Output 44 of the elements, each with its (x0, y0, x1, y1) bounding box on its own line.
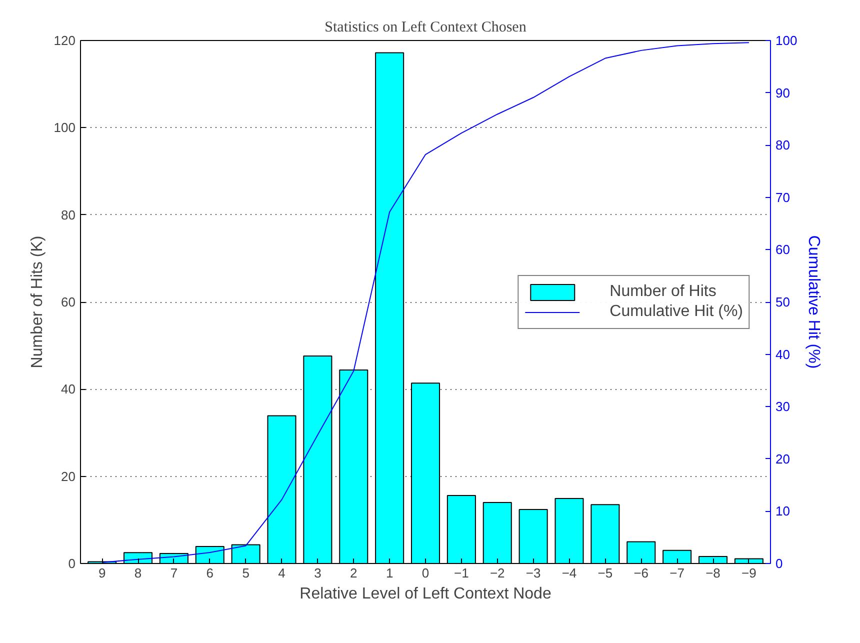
y2-tick-label: 10 (776, 504, 790, 519)
y-tick-label: 20 (61, 468, 76, 484)
x-tick-label: 7 (170, 566, 178, 580)
line-series (102, 42, 750, 563)
x-tick-label: 8 (134, 566, 142, 580)
chart-title: Statistics on Left Context Chosen (324, 20, 527, 36)
legend-label: Cumulative Hit (%) (610, 302, 743, 320)
x-tick-label: −4 (562, 566, 577, 580)
x-tick-label: 3 (314, 566, 322, 580)
x-tick-label: −3 (526, 566, 541, 580)
x-tick-label: 4 (278, 566, 286, 580)
y-tick-label: 40 (61, 382, 76, 397)
x-tick-label: 5 (242, 566, 250, 580)
x-tick-label: 1 (386, 566, 394, 580)
x-axis-title: Relative Level of Left Context Node (300, 586, 552, 602)
y-tick-label: 60 (61, 294, 76, 310)
x-tick-label: 0 (422, 566, 430, 580)
x-tick-label: −1 (454, 566, 469, 580)
x-tick-label: −5 (598, 566, 613, 580)
y-tick-label: 100 (54, 120, 76, 136)
x-tick-label: −7 (670, 566, 684, 580)
y-tick-label: 80 (61, 207, 76, 222)
y2-tick-label: 100 (776, 33, 798, 48)
y2-tick-label: 40 (776, 346, 790, 362)
y-tick-label: 120 (54, 33, 76, 48)
y2-tick-label: 60 (776, 242, 790, 258)
y2-axis-title: Cumulative Hit (%) (805, 235, 822, 369)
y-axis-title: Number of Hits (K) (28, 236, 46, 368)
x-tick-label: 6 (206, 566, 214, 580)
x-tick-label: 2 (350, 566, 358, 580)
x-tick-label: −9 (742, 566, 756, 580)
y2-tick-label: 80 (776, 138, 790, 153)
x-tick-label: −2 (490, 566, 505, 580)
x-tick-label: −6 (634, 566, 649, 580)
y2-tick-label: 30 (776, 399, 790, 414)
y2-tick-label: 20 (776, 451, 790, 466)
y2-tick-label: 50 (776, 294, 790, 310)
x-tick-label: −8 (706, 566, 720, 580)
x-tick-label: 9 (98, 566, 106, 580)
y2-tick-label: 90 (776, 85, 790, 100)
y2-tick-label: 0 (776, 556, 783, 571)
y-tick-label: 0 (68, 556, 76, 571)
y2-tick-label: 70 (776, 190, 790, 205)
legend-label: Number of Hits (610, 282, 716, 300)
